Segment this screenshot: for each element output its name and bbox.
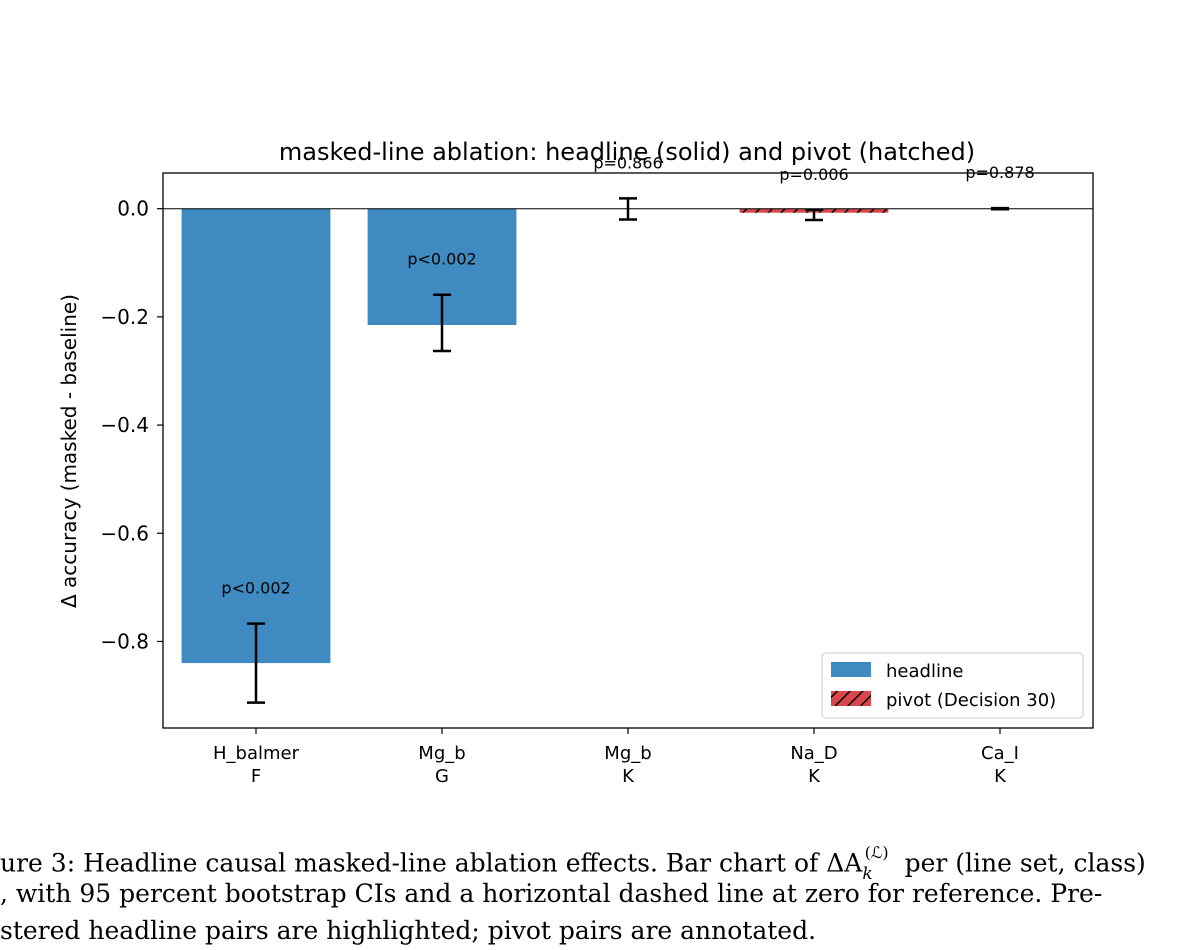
x-tick-label-line-4: Ca_I [981,743,1019,764]
p-value-annotation-3: p=0.006 [779,165,848,184]
caption-superscript: (ℒ) [864,843,889,862]
x-tick-label-line-2: Mg_b [604,743,651,764]
x-tick-label-class-2: K [622,766,635,787]
caption-line-1-text: ure 3: Headline causal masked-line ablat… [0,848,863,878]
chart-figure: masked-line ablation: headline (solid) a… [57,138,1094,787]
x-tick-label-line-0: H_balmer [213,743,300,764]
p-value-annotation-0: p<0.002 [221,579,290,598]
p-value-annotation-1: p<0.002 [407,250,476,269]
y-axis-label: Δ accuracy (masked - baseline) [57,294,81,608]
x-tick-label-line-3: Na_D [790,743,837,764]
legend-label-pivot: pivot (Decision 30) [886,690,1056,711]
x-tick-label-class-0: F [251,766,261,787]
legend-box [821,652,1084,719]
legend-swatch-pivot-hatch [831,691,871,706]
x-tick-label-class-1: G [435,766,449,787]
y-tick-label-1: −0.2 [100,305,149,329]
legend-swatch-headline [831,662,871,677]
caption-subscript: k [862,864,873,885]
y-tick-label-3: −0.6 [100,521,149,545]
caption-line-2: , with 95 percent bootstrap CIs and a ho… [0,879,1103,908]
y-tick-label-4: −0.8 [100,629,149,653]
y-tick-label-2: −0.4 [100,413,149,437]
legend: headline pivot (Decision 30) [821,652,1084,719]
x-tick-label-class-4: K [994,766,1007,787]
figure-caption: ure 3: Headline causal masked-line ablat… [0,830,1204,950]
p-value-annotation-2: p=0.866 [593,153,662,172]
y-axis-ticks: 0.0 −0.2 −0.4 −0.6 −0.8 [100,197,163,653]
x-tick-label-line-1: Mg_b [418,743,465,764]
caption-line-3: stered headline pairs are highlighted; p… [0,916,817,945]
caption-line-1-tail: per (line set, class) [904,848,1146,878]
x-tick-label-class-3: K [808,766,821,787]
bar-0 [181,208,331,664]
y-tick-label-0: 0.0 [117,197,149,221]
chart-title: masked-line ablation: headline (solid) a… [279,138,975,166]
caption-line-1: ure 3: Headline causal masked-line ablat… [0,838,1146,891]
legend-label-headline: headline [886,661,963,682]
